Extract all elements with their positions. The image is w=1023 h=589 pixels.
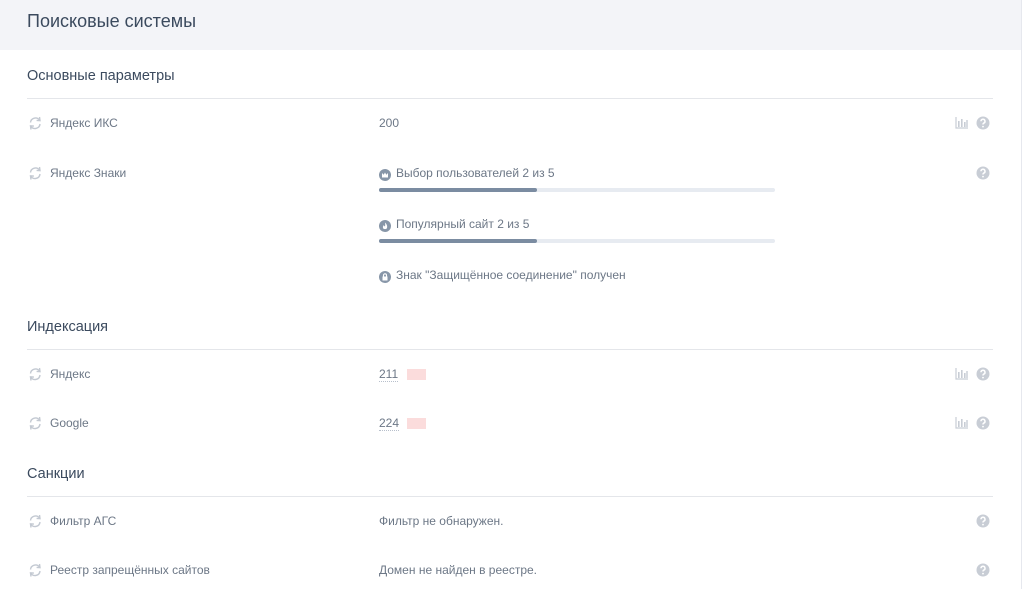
header <box>0 0 1021 50</box>
redacted-block <box>407 418 426 429</box>
row-value: 224 <box>379 416 400 431</box>
progress-fill <box>379 187 538 192</box>
help-icon[interactable] <box>976 166 990 180</box>
refresh-icon[interactable] <box>28 514 42 528</box>
chart-icon[interactable] <box>955 116 969 130</box>
badge-text: Знак "Защищённое соединение" получен <box>396 267 626 282</box>
section-divider <box>27 495 993 497</box>
refresh-icon[interactable] <box>28 166 42 180</box>
refresh-icon[interactable] <box>28 367 42 381</box>
chart-icon[interactable] <box>955 416 969 430</box>
row-label: Яндекс Знаки <box>50 165 127 180</box>
refresh-icon[interactable] <box>28 563 42 577</box>
row-label: Google <box>50 416 89 430</box>
badge-icon <box>379 168 391 181</box>
section-divider <box>27 98 993 99</box>
page-title: Поисковые системы <box>27 11 197 31</box>
row-label: Фильтр АГС <box>50 513 117 528</box>
redacted-block <box>407 368 426 380</box>
section-title: Индексация <box>27 318 109 335</box>
section-title: Основные параметры <box>27 68 175 84</box>
row-value: 200 <box>379 116 400 130</box>
help-icon[interactable] <box>976 367 990 381</box>
chart-icon[interactable] <box>955 367 969 381</box>
row-value: Фильтр не обнаружен. <box>379 513 504 528</box>
section-title: Санкции <box>27 465 85 482</box>
help-icon[interactable] <box>976 116 990 130</box>
progress-track <box>379 187 775 192</box>
section-divider <box>27 348 993 350</box>
refresh-icon[interactable] <box>28 116 42 130</box>
row-value: Домен не найден в реестре. <box>379 563 538 577</box>
row-label: Яндекс ИКС <box>50 116 118 130</box>
progress-track <box>379 238 775 243</box>
badge-icon <box>379 270 391 283</box>
badge-text: Популярный сайт 2 из 5 <box>396 216 530 231</box>
row-value: 211 <box>379 366 399 382</box>
help-icon[interactable] <box>976 514 990 528</box>
refresh-icon[interactable] <box>28 416 42 430</box>
progress-fill <box>379 238 538 243</box>
row-label: Реестр запрещённых сайтов <box>50 563 210 577</box>
badge-text: Выбор пользователей 2 из 5 <box>396 165 555 180</box>
badge-icon <box>379 219 391 232</box>
help-icon[interactable] <box>976 563 990 577</box>
row-label: Яндекс <box>50 366 91 381</box>
help-icon[interactable] <box>976 416 990 430</box>
